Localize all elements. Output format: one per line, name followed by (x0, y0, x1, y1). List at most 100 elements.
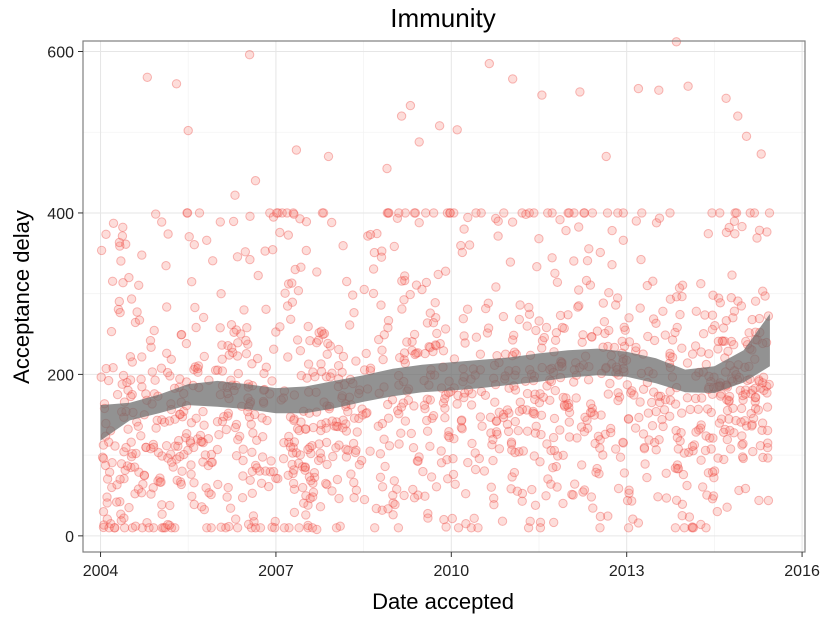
data-point (461, 489, 471, 499)
data-point (96, 372, 106, 382)
data-point (459, 392, 469, 403)
data-point (379, 330, 389, 340)
data-point (164, 520, 175, 530)
data-point (130, 317, 141, 328)
data-point (491, 213, 501, 224)
data-point (688, 523, 699, 533)
data-point (118, 370, 129, 381)
data-point (607, 225, 617, 236)
data-point (762, 227, 772, 237)
data-point (471, 332, 482, 342)
data-point (667, 335, 678, 345)
data-point (626, 388, 636, 398)
data-point (449, 208, 459, 218)
data-point (316, 359, 326, 369)
data-point (145, 335, 156, 346)
data-point (535, 523, 546, 533)
x-tick-label: 2010 (434, 563, 470, 580)
data-point (420, 348, 430, 359)
data-point (268, 245, 278, 255)
data-point (738, 439, 748, 449)
data-point (537, 343, 547, 353)
data-point (707, 310, 718, 320)
data-point (186, 469, 196, 479)
data-point (539, 332, 549, 343)
data-point (101, 363, 111, 374)
data-point (232, 252, 243, 262)
data-point (400, 271, 410, 281)
data-point (167, 457, 177, 467)
data-point (562, 400, 572, 410)
data-point (458, 314, 468, 324)
data-point (564, 402, 574, 413)
data-point (548, 463, 558, 473)
data-point (321, 423, 331, 433)
data-point (413, 348, 423, 358)
data-point (660, 330, 670, 340)
data-point (709, 466, 720, 476)
data-point (578, 330, 588, 340)
data-point (598, 450, 608, 460)
data-point (613, 208, 623, 218)
data-point (245, 211, 255, 222)
data-point (713, 453, 723, 463)
data-point (131, 448, 141, 459)
data-point (586, 399, 596, 409)
data-point (410, 208, 421, 218)
data-point (322, 459, 332, 470)
data-point (214, 430, 224, 440)
data-point (348, 290, 358, 300)
data-point (376, 252, 387, 262)
data-point (358, 410, 368, 420)
data-point (529, 208, 539, 218)
data-point (696, 455, 706, 465)
y-tick-label: 0 (65, 529, 74, 546)
smooth-confidence-ribbon (100, 313, 770, 441)
data-point (331, 421, 342, 431)
data-point (299, 498, 309, 508)
data-point (724, 391, 735, 402)
data-point (564, 208, 574, 218)
data-point (618, 208, 628, 218)
data-point (749, 208, 760, 218)
data-point (108, 363, 118, 373)
data-point (494, 444, 505, 454)
data-point (736, 403, 747, 414)
data-point (647, 421, 658, 431)
data-point (440, 266, 451, 276)
data-point (208, 256, 218, 266)
data-point (257, 452, 268, 462)
data-point (497, 516, 508, 526)
data-point (634, 412, 644, 423)
data-point (423, 513, 433, 523)
data-point (268, 466, 279, 477)
data-point (493, 231, 503, 241)
data-point (523, 523, 534, 533)
data-point (400, 275, 410, 286)
data-point (758, 452, 768, 463)
data-point (368, 288, 379, 299)
data-point (555, 310, 566, 321)
y-tick-label: 400 (47, 206, 74, 223)
data-point (483, 323, 494, 333)
data-point (186, 460, 196, 470)
data-point (321, 437, 332, 448)
data-point (613, 395, 623, 406)
data-point (476, 208, 486, 218)
data-point (651, 218, 662, 228)
data-point (670, 463, 681, 473)
data-point (430, 340, 441, 350)
data-point (348, 438, 359, 449)
data-point (301, 245, 311, 256)
data-point (398, 398, 408, 408)
data-point (408, 443, 419, 453)
data-point (737, 452, 748, 462)
data-point (524, 302, 534, 313)
data-point (517, 208, 527, 218)
data-point (244, 50, 255, 60)
data-point (213, 365, 223, 375)
data-point (741, 131, 752, 142)
data-point (110, 523, 120, 533)
data-point (649, 335, 660, 346)
data-point (720, 336, 730, 346)
